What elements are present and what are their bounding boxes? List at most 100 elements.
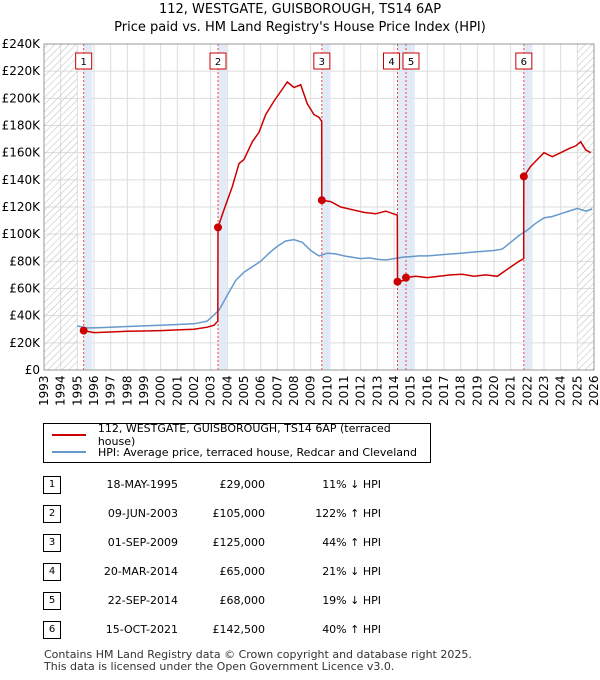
x-tick-label: 2000 [154,375,168,406]
x-tick-label: 2021 [504,375,518,406]
x-tick-label: 1998 [120,375,134,406]
x-tick-label: 2026 [587,375,600,406]
sale-date: 18-MAY-1995 [106,478,178,491]
x-tick-label: 2012 [354,375,368,406]
x-tick-label: 2013 [370,375,384,406]
sale-point [214,223,222,232]
sale-hpi-change: 40% ↑ HPI [322,623,381,636]
sale-price: £68,000 [219,594,266,607]
table-row: 2 09-JUN-2003 £105,000 122% ↑ HPI [43,505,423,523]
sale-number-box [209,52,227,70]
sale-date: 09-JUN-2003 [107,507,178,520]
legend-item-property: 112, WESTGATE, GUISBOROUGH, TS14 6AP (te… [52,422,430,448]
sale-price: £142,500 [212,623,266,636]
x-tick-label: 2024 [554,375,568,406]
legend-red-swatch [52,434,86,436]
sale-number-box [75,52,93,70]
table-row: 3 01-SEP-2009 £125,000 44% ↑ HPI [43,534,423,552]
sale-number-box [313,52,331,70]
x-tick-label: 2005 [237,375,251,406]
sale-band [321,44,331,370]
x-tick-label: 2007 [270,375,284,406]
x-tick-label: 2018 [454,375,468,406]
sale-price: £125,000 [212,536,266,549]
table-row: 1 18-MAY-1995 £29,000 11% ↓ HPI [43,476,423,494]
y-tick-label: £240K [2,37,42,51]
y-tick-label: £140K [2,173,42,187]
x-tick-label: 2022 [520,375,534,406]
sale-hpi-change: 44% ↑ HPI [322,536,381,549]
sale-price: £65,000 [219,565,266,578]
legend-label-hpi: HPI: Average price, terraced house, Redc… [98,445,417,459]
chart-subtitle: Price paid vs. HM Land Registry's House … [114,20,486,35]
sale-number-badge: 4 [43,563,61,581]
x-tick-label: 2014 [387,375,401,406]
x-tick-label: 2015 [404,375,418,406]
table-row: 5 22-SEP-2014 £68,000 19% ↓ HPI [43,592,423,610]
x-tick-label: 2017 [437,375,451,406]
sale-hpi-change: 11% ↓ HPI [322,478,381,491]
x-tick-label: 2003 [204,375,218,406]
y-tick-label: £60K [9,282,41,296]
legend: 112, WESTGATE, GUISBOROUGH, TS14 6AP (te… [43,422,431,463]
y-tick-label: £40K [9,309,41,323]
x-tick-label: 2002 [187,375,201,406]
y-tick-label: £220K [2,64,42,78]
y-tick-label: £20K [9,336,41,350]
sale-band [523,44,533,370]
x-tick-label: 2025 [570,375,584,406]
sale-number-badge: 3 [43,534,61,552]
x-tick-label: 1997 [104,375,118,406]
sale-point [317,196,326,205]
sale-date: 20-MAR-2014 [103,565,178,578]
x-tick-label: 2004 [220,375,234,406]
hatch-left [44,44,78,370]
sale-number-badge: 6 [43,621,61,639]
x-tick-label: 1999 [137,375,151,406]
sale-hpi-change: 19% ↓ HPI [322,594,381,607]
sale-date: 22-SEP-2014 [107,594,178,607]
footer-copyright: Contains HM Land Registry data © Crown c… [44,648,472,661]
x-tick-label: 1993 [37,375,51,406]
x-tick-label: 2010 [320,375,334,406]
sale-number-label: 6 [521,57,527,68]
x-tick-label: 2019 [470,375,484,406]
y-tick-label: £200K [2,91,42,105]
x-tick-label: 2023 [537,375,551,406]
sale-number-box [383,52,400,70]
sale-price: £105,000 [212,507,266,520]
sale-number-box [402,52,420,70]
sale-price: £29,000 [219,478,266,491]
sale-point [519,172,528,181]
x-tick-label: 2016 [420,375,434,406]
sale-point [79,326,88,335]
x-tick-label: 2020 [487,375,501,406]
legend-item-hpi: HPI: Average price, terraced house, Redc… [52,444,417,460]
sale-number-badge: 1 [43,476,61,494]
y-tick-label: £0 [25,363,40,377]
sale-date: 15-OCT-2021 [105,623,178,636]
sale-band [218,44,227,370]
x-tick-label: 1996 [87,375,101,406]
y-tick-label: £160K [2,146,42,160]
sale-date: 01-SEP-2009 [107,536,178,549]
sale-number-badge: 5 [43,592,61,610]
sale-number-badge: 2 [43,505,61,523]
x-tick-label: 2001 [170,375,184,406]
x-tick-label: 1994 [54,375,68,406]
sale-point [393,277,402,286]
x-tick-label: 2006 [254,375,268,406]
table-row: 6 15-OCT-2021 £142,500 40% ↑ HPI [43,621,423,639]
chart-title: 112, WESTGATE, GUISBOROUGH, TS14 6AP [158,2,442,17]
price-chart: 1 2 3 4 5 6 £0 £20K £40K £60K £80K £100K £120K £140K £… [2,37,600,406]
y-tick-label: £100K [2,227,42,241]
sale-number-box [515,52,533,70]
sale-number-label: 3 [319,57,325,68]
sale-point [402,273,410,282]
sale-band [397,44,415,370]
legend-label-property: 112, WESTGATE, GUISBOROUGH, TS14 6AP (te… [97,422,391,448]
x-tick-label: 2008 [287,375,301,406]
x-tick-label: 1995 [70,375,84,406]
legend-blue-swatch [52,451,86,453]
sale-hpi-change: 21% ↓ HPI [322,565,381,578]
